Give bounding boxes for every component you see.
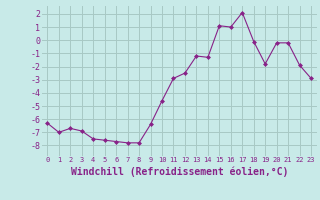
X-axis label: Windchill (Refroidissement éolien,°C): Windchill (Refroidissement éolien,°C) xyxy=(70,166,288,177)
